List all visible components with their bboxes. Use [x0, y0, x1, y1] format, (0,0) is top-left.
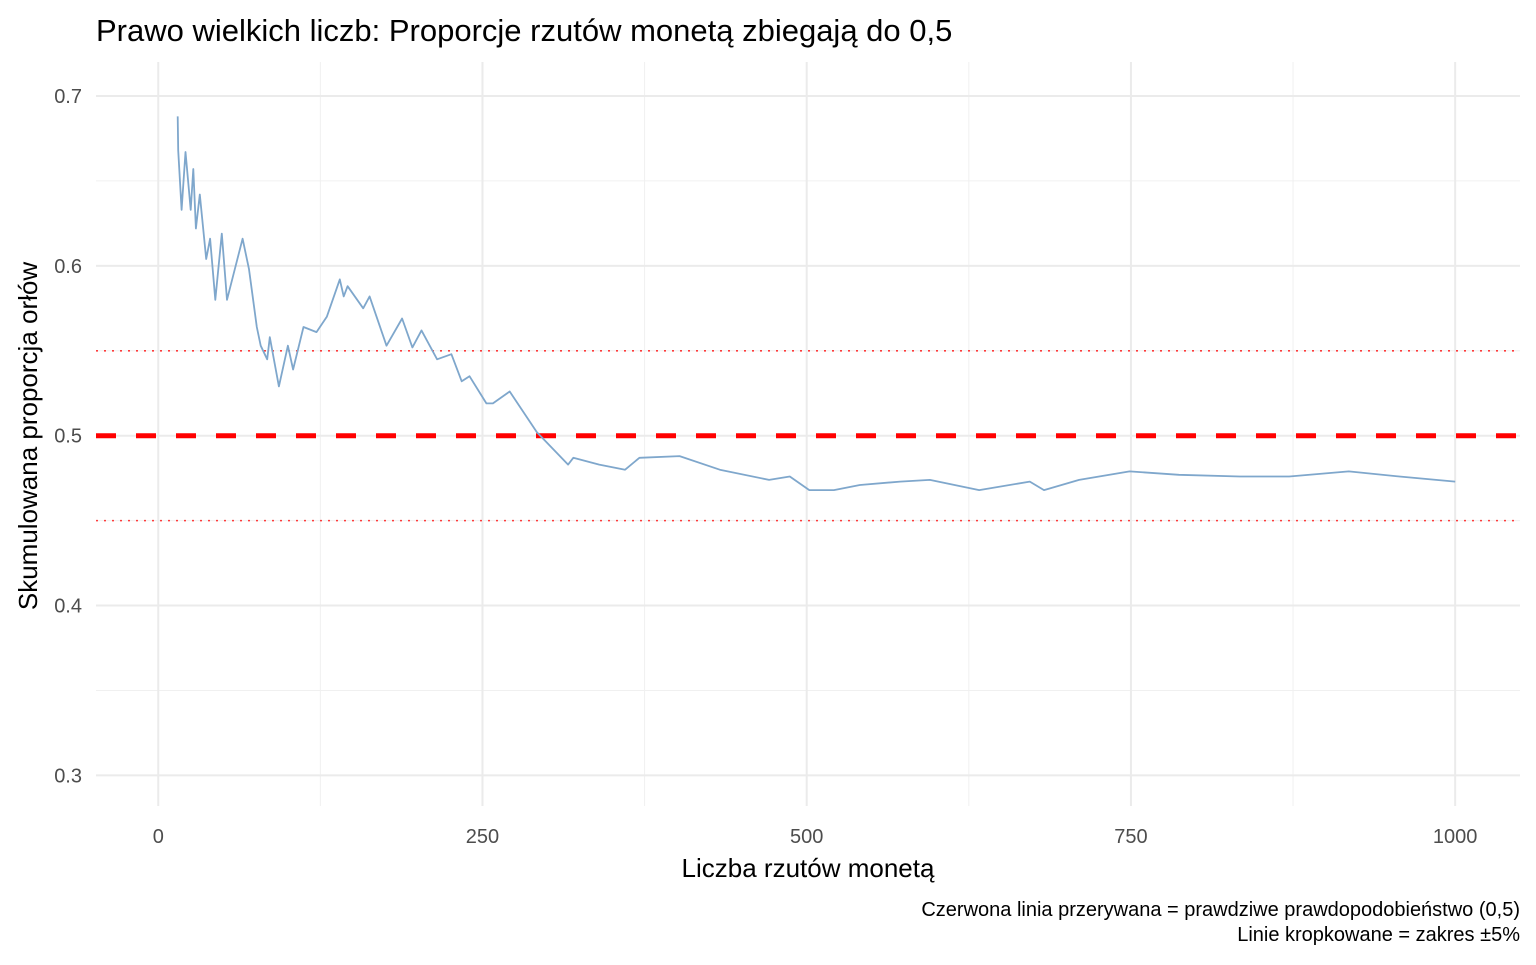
y-tick-label: 0.5	[54, 426, 82, 448]
caption-line-2: Linie kropkowane = zakres ±5%	[1237, 924, 1520, 946]
x-tick-label: 1000	[1433, 826, 1478, 848]
grid	[96, 62, 1520, 806]
y-tick-label: 0.6	[54, 256, 82, 278]
y-tick-label: 0.7	[54, 86, 82, 108]
chart-title: Prawo wielkich liczb: Proporcje rzutów m…	[96, 13, 952, 48]
tick-labels: 0 250 500 750 1000 0.3 0.4 0.5 0.6 0.7	[54, 86, 1477, 848]
y-tick-label: 0.4	[54, 596, 82, 618]
reference-lines	[96, 349, 1520, 522]
x-tick-label: 750	[1114, 826, 1147, 848]
x-tick-label: 500	[790, 826, 823, 848]
x-tick-label: 0	[153, 826, 164, 848]
series	[176, 116, 1456, 492]
y-axis-label: Skumulowana proporcja orłów	[13, 262, 43, 611]
x-axis-label: Liczba rzutów monetą	[682, 853, 935, 883]
cumulative-proportion-line	[176, 116, 1456, 492]
x-tick-label: 250	[466, 826, 499, 848]
caption-line-1: Czerwona linia przerywana = prawdziwe pr…	[921, 899, 1520, 921]
y-tick-label: 0.3	[54, 765, 82, 787]
